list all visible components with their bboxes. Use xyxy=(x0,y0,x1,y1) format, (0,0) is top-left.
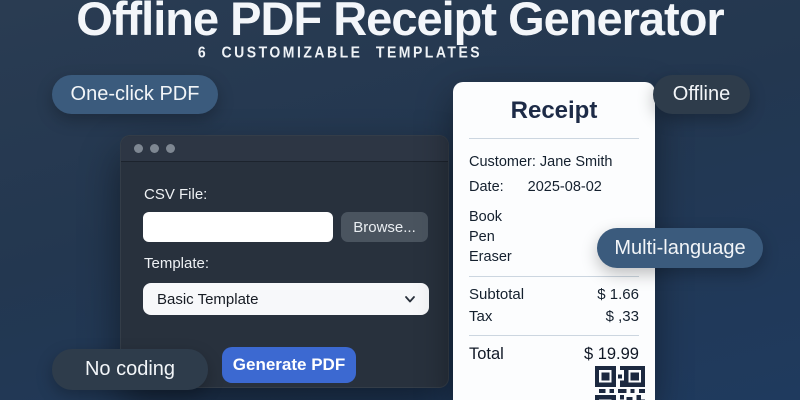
csv-file-label: CSV File: xyxy=(144,186,208,203)
receipt-title: Receipt xyxy=(510,97,598,124)
template-selected-value: Basic Template xyxy=(157,290,259,308)
receipt-item: Pen xyxy=(469,229,495,245)
generate-pdf-button[interactable]: Generate PDF xyxy=(222,347,356,383)
receipt-divider xyxy=(469,335,639,336)
page-subtitle: 6 CUSTOMIZABLE TEMPLATES xyxy=(197,43,483,61)
receipt-divider xyxy=(469,138,639,139)
receipt-items-list: Book Pen Eraser xyxy=(469,207,639,267)
receipt-tax-row: Tax $ ,33 xyxy=(469,306,639,328)
receipt-customer-line: Customer: Jane Smith xyxy=(469,154,613,170)
window-titlebar[interactable] xyxy=(121,136,448,162)
subtotal-label: Subtotal xyxy=(469,286,525,303)
badge-offline: Offline xyxy=(653,75,750,114)
template-label: Template: xyxy=(144,255,210,272)
tax-value: $ ,33 xyxy=(605,308,639,325)
receipt-date-row: Date: 2025-08-02 xyxy=(469,178,639,196)
app-window: CSV File: Browse... Template: Basic Temp… xyxy=(120,135,449,388)
badge-no-coding: No coding xyxy=(52,349,208,390)
browse-button[interactable]: Browse... xyxy=(341,212,428,242)
badge-multi-language: Multi-language xyxy=(597,228,763,268)
receipt-date-value: 2025-08-02 xyxy=(527,179,602,195)
badge-one-click-pdf: One-click PDF xyxy=(52,75,218,114)
receipt-total-row: Total $ 19.99 xyxy=(469,345,639,364)
receipt-item: Eraser xyxy=(469,249,512,265)
subtotal-value: $ 1.66 xyxy=(597,286,639,303)
page-title: Offline PDF Receipt Generator xyxy=(76,0,724,45)
receipt-item: Book xyxy=(469,209,503,225)
template-select[interactable]: Basic Template xyxy=(143,283,429,315)
total-value: $ 19.99 xyxy=(583,345,639,363)
chevron-down-icon xyxy=(405,296,415,303)
receipt-totals: Subtotal $ 1.66 Tax $ ,33 xyxy=(469,284,639,328)
receipt-date-label: Date: xyxy=(469,179,504,195)
receipt-divider xyxy=(469,276,639,277)
total-label: Total xyxy=(469,345,504,363)
receipt-subtotal-row: Subtotal $ 1.66 xyxy=(469,284,639,306)
csv-file-input[interactable] xyxy=(143,212,333,242)
window-control-dot-zoom[interactable] xyxy=(166,144,175,153)
window-control-dot-close[interactable] xyxy=(134,144,143,153)
window-control-dot-minimize[interactable] xyxy=(150,144,159,153)
tax-label: Tax xyxy=(469,308,493,325)
qr-code-icon xyxy=(595,366,645,400)
